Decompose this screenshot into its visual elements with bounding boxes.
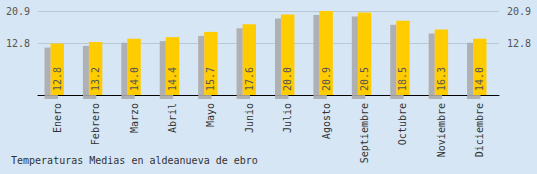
svg-text:20.9: 20.9 [507,6,531,17]
svg-text:14.0: 14.0 [129,67,140,91]
svg-text:Temperaturas Medias en aldeanu: Temperaturas Medias en aldeanueva de ebr… [11,155,258,166]
svg-text:Mayo: Mayo [205,103,216,127]
svg-text:12.8: 12.8 [507,38,531,49]
svg-text:13.2: 13.2 [90,67,101,91]
svg-text:12.8: 12.8 [6,38,30,49]
svg-text:14.4: 14.4 [167,67,178,91]
svg-text:Diciembre: Diciembre [474,103,485,157]
svg-text:Febrero: Febrero [90,103,101,145]
svg-text:12.8: 12.8 [52,67,63,91]
svg-text:Julio: Julio [282,103,293,133]
svg-text:18.5: 18.5 [397,67,408,91]
svg-text:Agosto: Agosto [321,103,332,139]
svg-text:20.9: 20.9 [6,6,30,17]
svg-text:Noviembre: Noviembre [436,103,447,157]
svg-text:14.0: 14.0 [474,67,485,91]
svg-text:17.6: 17.6 [244,67,255,91]
svg-text:Junio: Junio [244,103,255,133]
svg-text:15.7: 15.7 [205,67,216,91]
svg-text:16.3: 16.3 [436,67,447,91]
svg-text:Octubre: Octubre [397,103,408,145]
svg-text:Marzo: Marzo [129,103,140,133]
svg-text:20.9: 20.9 [321,67,332,91]
svg-text:Septiembre: Septiembre [359,103,370,163]
svg-text:Enero: Enero [52,103,63,133]
svg-text:20.5: 20.5 [359,67,370,91]
svg-text:Abril: Abril [167,103,178,133]
svg-text:20.0: 20.0 [282,67,293,91]
